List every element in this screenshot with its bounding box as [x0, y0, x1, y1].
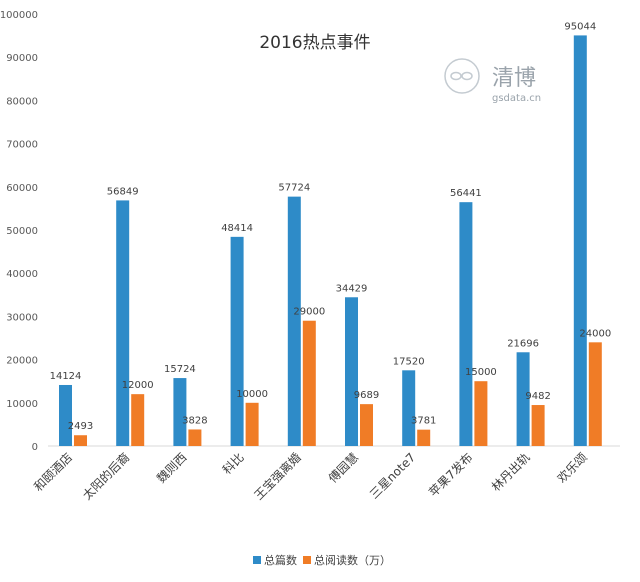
category-label: 太阳的后裔 [79, 450, 132, 503]
category-label: 傅园慧 [325, 450, 361, 486]
bar-total-posts [173, 378, 187, 446]
data-label-total-posts: 14124 [50, 371, 82, 382]
bar-total-posts [345, 297, 358, 446]
data-label-total-posts: 57724 [278, 183, 310, 194]
bar-total-posts [516, 352, 530, 446]
y-tick-label: 60000 [6, 183, 38, 194]
bar-total-posts [230, 236, 244, 446]
bars [59, 35, 602, 447]
logo-link-icon [450, 71, 462, 81]
y-tick-label: 10000 [6, 399, 38, 410]
category-labels: 和颐酒店 太阳的后裔 魏则西 科比 王宝强离婚 傅园慧 三星note7 苹果7发布 林丹出轨 欢乐… [31, 450, 590, 503]
bar-total-reads [474, 381, 488, 446]
data-label-total-posts: 17520 [393, 356, 425, 367]
legend-label-total-posts: 总篇数 [264, 553, 297, 567]
bar-total-posts [116, 200, 130, 446]
chart-title: 2016热点事件 [259, 33, 370, 53]
data-label-total-posts: 34429 [336, 283, 368, 294]
data-label-total-posts: 95044 [564, 21, 596, 32]
bar-total-reads [531, 405, 545, 446]
category-label: 苹果7发布 [426, 450, 476, 500]
data-label-total-posts: 56441 [450, 188, 482, 199]
legend-swatch-total-reads [303, 556, 311, 564]
bar-total-reads [131, 394, 145, 446]
data-label-total-reads: 3781 [411, 416, 436, 427]
y-tick-label: 70000 [6, 140, 38, 151]
legend-label-total-reads: 总阅读数（万） [314, 553, 391, 567]
bar-total-reads [417, 429, 431, 446]
gsdata-logo: 清博 gsdata.cn [444, 58, 541, 104]
category-label: 王宝强离婚 [251, 450, 304, 503]
data-label-total-reads: 29000 [293, 307, 325, 318]
y-tick-label: 50000 [6, 226, 38, 237]
category-label: 科比 [220, 450, 247, 477]
data-label-total-reads: 9482 [525, 391, 550, 402]
data-label-total-posts: 21696 [507, 338, 539, 349]
bar-total-posts [459, 202, 473, 446]
bar-total-reads [360, 404, 373, 446]
category-label: 魏则西 [153, 450, 189, 486]
bar-total-posts [402, 370, 416, 446]
data-label-total-posts: 56849 [107, 186, 139, 197]
y-axis: 0 10000 20000 30000 40000 50000 60000 70000 8000… [0, 10, 38, 453]
category-label: 欢乐颂 [554, 450, 590, 486]
category-label: 和颐酒店 [31, 450, 75, 494]
y-tick-label: 90000 [6, 53, 38, 64]
data-label-total-reads: 24000 [579, 328, 611, 339]
bar-total-reads [188, 429, 202, 446]
data-label-total-reads: 2493 [68, 421, 93, 432]
y-tick-label: 30000 [6, 312, 38, 323]
logo-circle-icon [444, 58, 480, 94]
logo-domain: gsdata.cn [492, 93, 541, 104]
data-label-total-reads: 10000 [236, 389, 268, 400]
data-label-total-reads: 15000 [465, 367, 497, 378]
y-tick-label: 0 [32, 442, 38, 453]
y-tick-label: 100000 [0, 10, 38, 21]
bar-total-posts [287, 196, 301, 446]
data-label-total-posts: 15724 [164, 364, 196, 375]
logo-name: 清博 [492, 66, 536, 91]
bar-total-reads [74, 435, 87, 446]
bar-total-reads [588, 342, 602, 446]
data-label-total-reads: 3828 [182, 415, 207, 426]
legend-swatch-total-posts [253, 556, 261, 564]
data-label-total-reads: 12000 [122, 380, 154, 391]
bar-total-reads [302, 320, 316, 446]
category-label: 三星note7 [367, 450, 418, 501]
bar-total-reads [245, 402, 259, 446]
bar-total-posts [573, 35, 587, 447]
data-label-total-posts: 48414 [221, 223, 253, 234]
data-label-total-reads: 9689 [354, 390, 379, 401]
y-tick-label: 40000 [6, 269, 38, 280]
bar-total-posts [59, 384, 72, 446]
category-label: 林丹出轨 [489, 450, 533, 494]
y-tick-label: 80000 [6, 96, 38, 107]
data-labels: 14124 2493 56849 12000 15724 3828 48414 10000 57… [50, 21, 612, 432]
y-tick-label: 20000 [6, 356, 38, 367]
legend: 总篇数 总阅读数（万） [253, 553, 391, 567]
